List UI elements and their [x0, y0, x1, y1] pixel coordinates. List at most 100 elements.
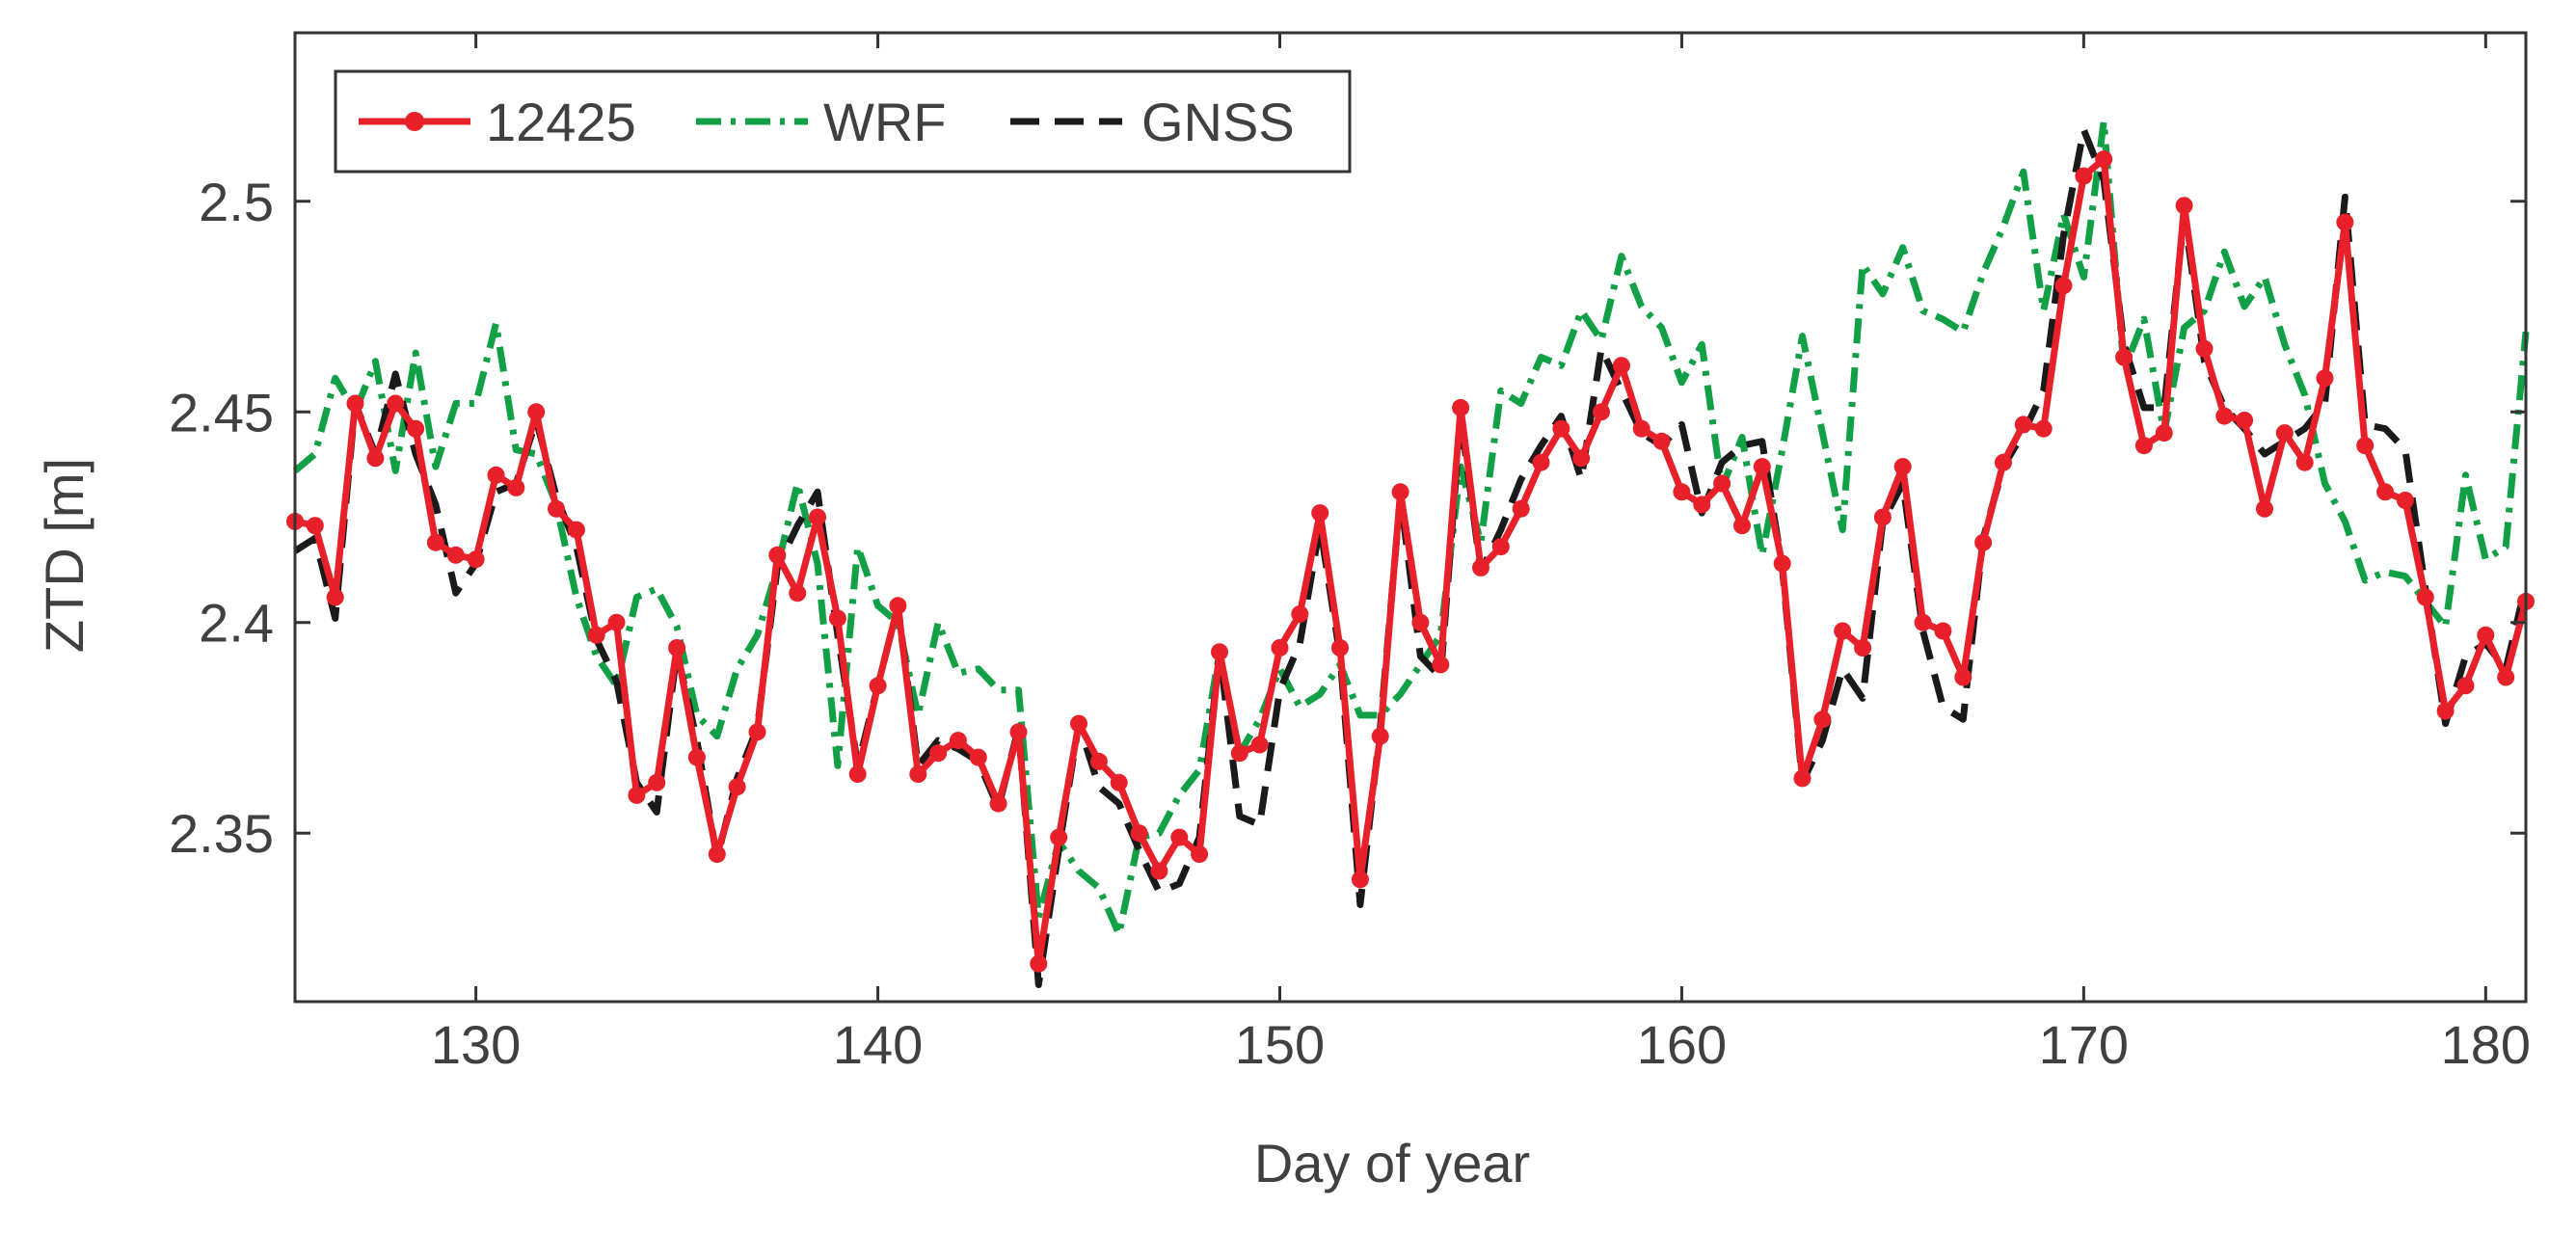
data-point [728, 778, 746, 796]
data-point [1030, 954, 1048, 973]
data-point [1211, 643, 1228, 661]
data-point [1552, 419, 1570, 438]
data-point [768, 546, 787, 564]
legend-entry-gnss: GNSS [1010, 92, 1295, 152]
data-point [909, 765, 927, 783]
data-point [607, 613, 626, 631]
data-point [1432, 656, 1450, 674]
data-point [1009, 723, 1028, 741]
data-point [1995, 453, 2012, 471]
data-point [2236, 412, 2254, 429]
data-point [1954, 668, 1972, 686]
data-point [2336, 213, 2354, 231]
data-point [2477, 626, 2495, 644]
data-point [527, 403, 546, 421]
data-point [628, 786, 646, 804]
data-point [1230, 744, 1248, 763]
data-point [708, 845, 726, 864]
data-point [1593, 403, 1610, 421]
data-point [789, 584, 807, 603]
data-point [1491, 538, 1510, 556]
data-point [1452, 398, 1470, 416]
data-point [2075, 167, 2093, 185]
legend-marker [405, 112, 424, 131]
data-point [2416, 588, 2434, 606]
data-point [2316, 369, 2334, 388]
data-point [467, 550, 485, 569]
data-point [587, 626, 605, 644]
x-tick-label: 160 [1637, 1014, 1727, 1075]
data-point [1572, 449, 1591, 468]
data-point [748, 723, 766, 741]
x-tick-label: 140 [833, 1014, 923, 1075]
y-tick-label: 2.4 [199, 593, 274, 654]
data-point [929, 744, 948, 763]
data-point [446, 546, 465, 564]
data-point [2497, 668, 2515, 686]
legend-entry-wrf: WRF [696, 92, 947, 152]
data-point [2295, 453, 2314, 471]
data-point [1834, 622, 1852, 640]
data-point [2014, 415, 2032, 434]
data-point [1652, 432, 1671, 450]
data-point [1351, 871, 1369, 889]
data-point [1673, 483, 1691, 501]
data-point [1632, 419, 1650, 438]
data-point [1893, 458, 1912, 476]
data-point [1191, 845, 1209, 864]
data-point [2175, 197, 2193, 215]
data-point [2456, 677, 2475, 695]
data-point [1170, 828, 1189, 846]
data-point [1070, 714, 1087, 733]
data-point [2396, 492, 2414, 509]
data-point [2115, 348, 2133, 366]
data-point [2034, 419, 2053, 438]
series-wrf [292, 118, 2530, 938]
data-point [949, 732, 967, 750]
x-axis-label: Day of year [1254, 1133, 1530, 1193]
data-point [2275, 424, 2294, 442]
data-point [1411, 613, 1430, 631]
x-tick-label: 180 [2441, 1014, 2531, 1075]
series-layer [286, 118, 2535, 988]
data-point [668, 639, 686, 657]
data-point [2054, 277, 2073, 295]
plot-area-background [295, 33, 2526, 1002]
legend-entry-12425: 12425 [359, 92, 636, 152]
data-point [1311, 504, 1329, 523]
data-point [1150, 862, 1168, 880]
data-point [548, 499, 565, 518]
data-point [1110, 773, 1128, 791]
data-point [507, 478, 525, 496]
data-point [1914, 613, 1932, 631]
x-tick-label: 170 [2039, 1014, 2129, 1075]
data-point [1089, 752, 1108, 770]
data-point [1713, 474, 1731, 493]
data-point [2376, 483, 2395, 501]
legend-label: WRF [823, 92, 947, 152]
data-point [1291, 605, 1309, 623]
data-point [1612, 357, 1630, 375]
legend-box [334, 69, 1352, 174]
data-point [2356, 437, 2375, 455]
data-point [326, 588, 344, 606]
plot-area [295, 33, 2526, 1002]
data-point [2256, 499, 2273, 518]
x-tick-label: 130 [431, 1014, 521, 1075]
data-point [1813, 710, 1832, 729]
data-point [2095, 150, 2113, 169]
data-point [2436, 702, 2455, 720]
data-point [1733, 517, 1751, 535]
legend: 12425 WRF GNSS [334, 69, 1352, 174]
data-point [1512, 499, 1530, 518]
data-point [1753, 458, 1771, 476]
data-point [487, 466, 505, 484]
axes-layer: 130 140 150 160 170 180 2.35 2.4 2.45 2.5 [169, 31, 2531, 1075]
data-point [828, 609, 846, 628]
data-point [1693, 496, 1711, 514]
data-point [2195, 339, 2214, 358]
data-point [1331, 639, 1349, 657]
data-point [687, 748, 706, 766]
data-point [648, 773, 666, 791]
